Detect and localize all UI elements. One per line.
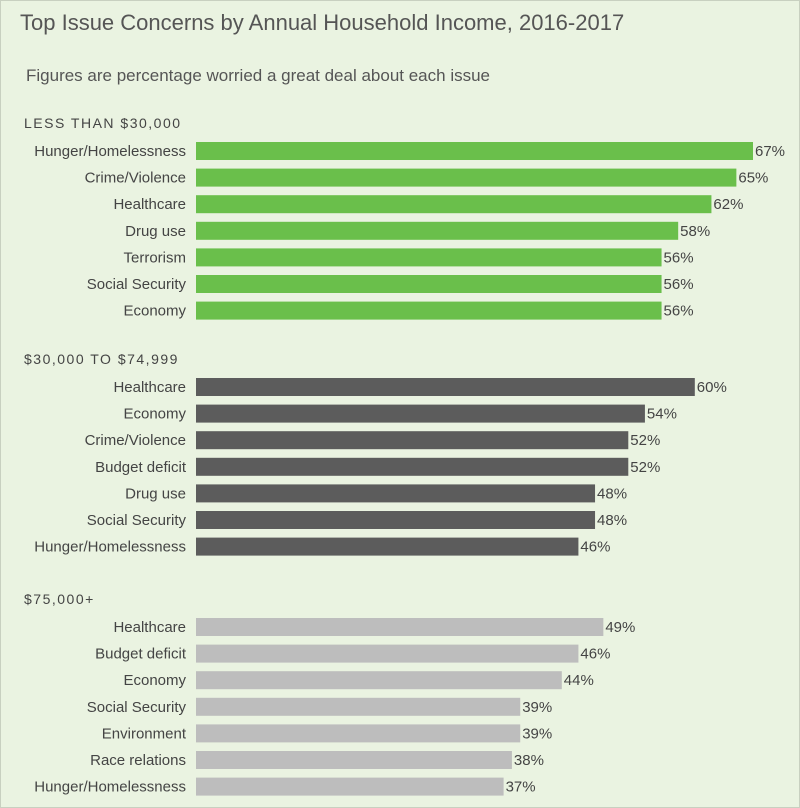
value-label: 46%	[580, 539, 610, 556]
category-label: Healthcare	[113, 619, 186, 636]
value-label: 37%	[506, 779, 536, 796]
category-label: Drug use	[125, 223, 186, 240]
bar	[196, 142, 753, 160]
bar	[196, 195, 712, 214]
category-label: Social Security	[87, 276, 187, 293]
category-label: Environment	[102, 725, 187, 742]
value-label: 58%	[680, 223, 710, 240]
bar	[196, 671, 562, 690]
value-label: 56%	[664, 303, 694, 320]
bar	[196, 697, 521, 716]
category-label: Crime/Violence	[85, 170, 186, 187]
bar	[196, 511, 596, 529]
section-label: $75,000+	[24, 591, 95, 607]
bar	[196, 301, 662, 320]
chart-subtitle: Figures are percentage worried a great d…	[26, 66, 491, 85]
bar	[196, 644, 579, 663]
category-label: Budget deficit	[95, 646, 187, 663]
bar	[196, 618, 604, 636]
category-label: Hunger/Homelessness	[34, 539, 186, 556]
value-label: 46%	[580, 646, 610, 663]
bar	[196, 537, 579, 556]
category-label: Social Security	[87, 512, 187, 529]
bar	[196, 751, 512, 769]
category-label: Hunger/Homelessness	[34, 143, 186, 160]
category-label: Healthcare	[113, 379, 186, 396]
value-label: 54%	[647, 406, 677, 423]
value-label: 39%	[522, 725, 552, 742]
value-label: 56%	[664, 249, 694, 266]
bar	[196, 404, 645, 423]
bar	[196, 431, 629, 450]
value-label: 60%	[697, 379, 727, 396]
category-label: Economy	[123, 303, 186, 320]
bar	[196, 168, 737, 187]
category-label: Hunger/Homelessness	[34, 779, 186, 796]
category-label: Crime/Violence	[85, 432, 186, 449]
bar	[196, 724, 521, 743]
value-label: 49%	[605, 619, 635, 636]
section-less-than-30000: LESS THAN $30,000 Hunger/Homelessness 67% C…	[24, 115, 785, 320]
value-label: 48%	[597, 512, 627, 529]
section-label: LESS THAN $30,000	[24, 115, 182, 131]
value-label: 44%	[564, 672, 594, 689]
value-label: 65%	[738, 170, 768, 187]
category-label: Budget deficit	[95, 459, 187, 476]
category-label: Social Security	[87, 699, 187, 716]
category-label: Terrorism	[124, 249, 187, 266]
value-label: 38%	[514, 752, 544, 769]
category-label: Drug use	[125, 485, 186, 502]
value-label: 39%	[522, 699, 552, 716]
bar	[196, 248, 662, 267]
bar	[196, 221, 679, 240]
section-75000-plus: $75,000+ Healthcare 49% Budget deficit 46% Ec…	[24, 591, 635, 796]
section-label: $30,000 TO $74,999	[24, 351, 179, 367]
bar	[196, 378, 695, 396]
value-label: 67%	[755, 143, 785, 160]
value-label: 52%	[630, 432, 660, 449]
chart-title: Top Issue Concerns by Annual Household I…	[20, 10, 625, 35]
value-label: 56%	[664, 276, 694, 293]
section-30000-to-74999: $30,000 TO $74,999 Healthcare 60% Economy 54…	[24, 351, 727, 556]
bar	[196, 457, 629, 476]
category-label: Healthcare	[113, 196, 186, 213]
category-label: Economy	[123, 672, 186, 689]
bar	[196, 777, 504, 796]
bar	[196, 484, 596, 503]
value-label: 52%	[630, 459, 660, 476]
bar	[196, 275, 662, 293]
category-label: Economy	[123, 406, 186, 423]
value-label: 62%	[713, 196, 743, 213]
category-label: Race relations	[90, 752, 186, 769]
value-label: 48%	[597, 485, 627, 502]
